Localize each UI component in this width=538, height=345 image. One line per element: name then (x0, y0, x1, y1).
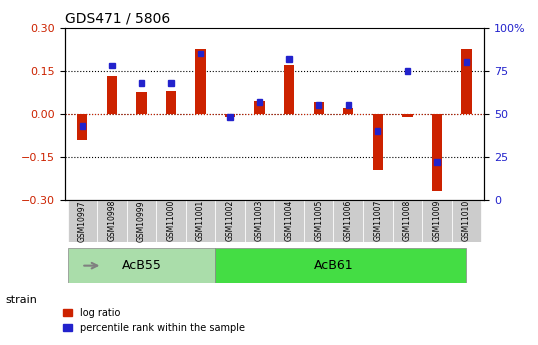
Bar (136, 92, 146, 114)
Bar (126, 200, 156, 242)
Bar (186, 200, 215, 242)
Text: strain: strain (5, 295, 37, 305)
Text: GSM10999: GSM10999 (137, 200, 146, 242)
Bar (461, 49, 472, 114)
Bar (168, 80, 174, 86)
Text: GSM11007: GSM11007 (373, 200, 383, 242)
Text: GSM11009: GSM11009 (433, 200, 441, 242)
Bar (80, 123, 85, 129)
Text: GSM11002: GSM11002 (225, 200, 235, 242)
Bar (343, 108, 353, 114)
Bar (67, 200, 97, 242)
Bar (257, 99, 262, 105)
Text: GSM11000: GSM11000 (166, 200, 175, 242)
Text: GSM11001: GSM11001 (196, 200, 205, 242)
Bar (422, 200, 452, 242)
Bar (304, 200, 334, 242)
Text: AcB61: AcB61 (314, 259, 353, 272)
Text: GSM11004: GSM11004 (285, 200, 294, 242)
Bar (195, 49, 206, 114)
Text: GSM10997: GSM10997 (78, 200, 87, 242)
Bar (228, 115, 233, 120)
Bar (215, 200, 245, 242)
Bar (464, 59, 469, 65)
Bar (375, 128, 380, 134)
Text: GSM11008: GSM11008 (403, 200, 412, 242)
Bar (402, 114, 413, 117)
Legend: log ratio, percentile rank within the sample: log ratio, percentile rank within the sa… (59, 304, 249, 337)
Bar (405, 68, 410, 73)
Bar (139, 80, 144, 86)
Bar (245, 200, 274, 242)
Text: GSM11006: GSM11006 (344, 200, 353, 242)
Bar (67, 248, 215, 283)
Bar (373, 114, 383, 170)
Bar (287, 56, 292, 61)
Bar (97, 200, 126, 242)
Bar (334, 200, 363, 242)
Text: GDS471 / 5806: GDS471 / 5806 (65, 11, 170, 25)
Bar (107, 77, 117, 114)
Bar (345, 102, 351, 108)
Text: AcB55: AcB55 (122, 259, 161, 272)
Bar (77, 114, 88, 140)
Bar (225, 114, 235, 117)
Bar (316, 102, 321, 108)
Text: GSM11010: GSM11010 (462, 200, 471, 242)
Bar (215, 248, 466, 283)
Bar (156, 200, 186, 242)
Bar (363, 200, 393, 242)
Bar (431, 114, 442, 191)
Text: GSM11005: GSM11005 (314, 200, 323, 242)
Bar (314, 102, 324, 114)
Bar (198, 51, 203, 56)
Bar (254, 101, 265, 114)
Bar (284, 65, 294, 114)
Bar (109, 63, 115, 68)
Text: GSM10998: GSM10998 (108, 200, 116, 242)
Bar (452, 200, 482, 242)
Bar (434, 159, 440, 165)
Bar (274, 200, 304, 242)
Bar (166, 91, 176, 114)
Bar (393, 200, 422, 242)
Text: GSM11003: GSM11003 (255, 200, 264, 242)
